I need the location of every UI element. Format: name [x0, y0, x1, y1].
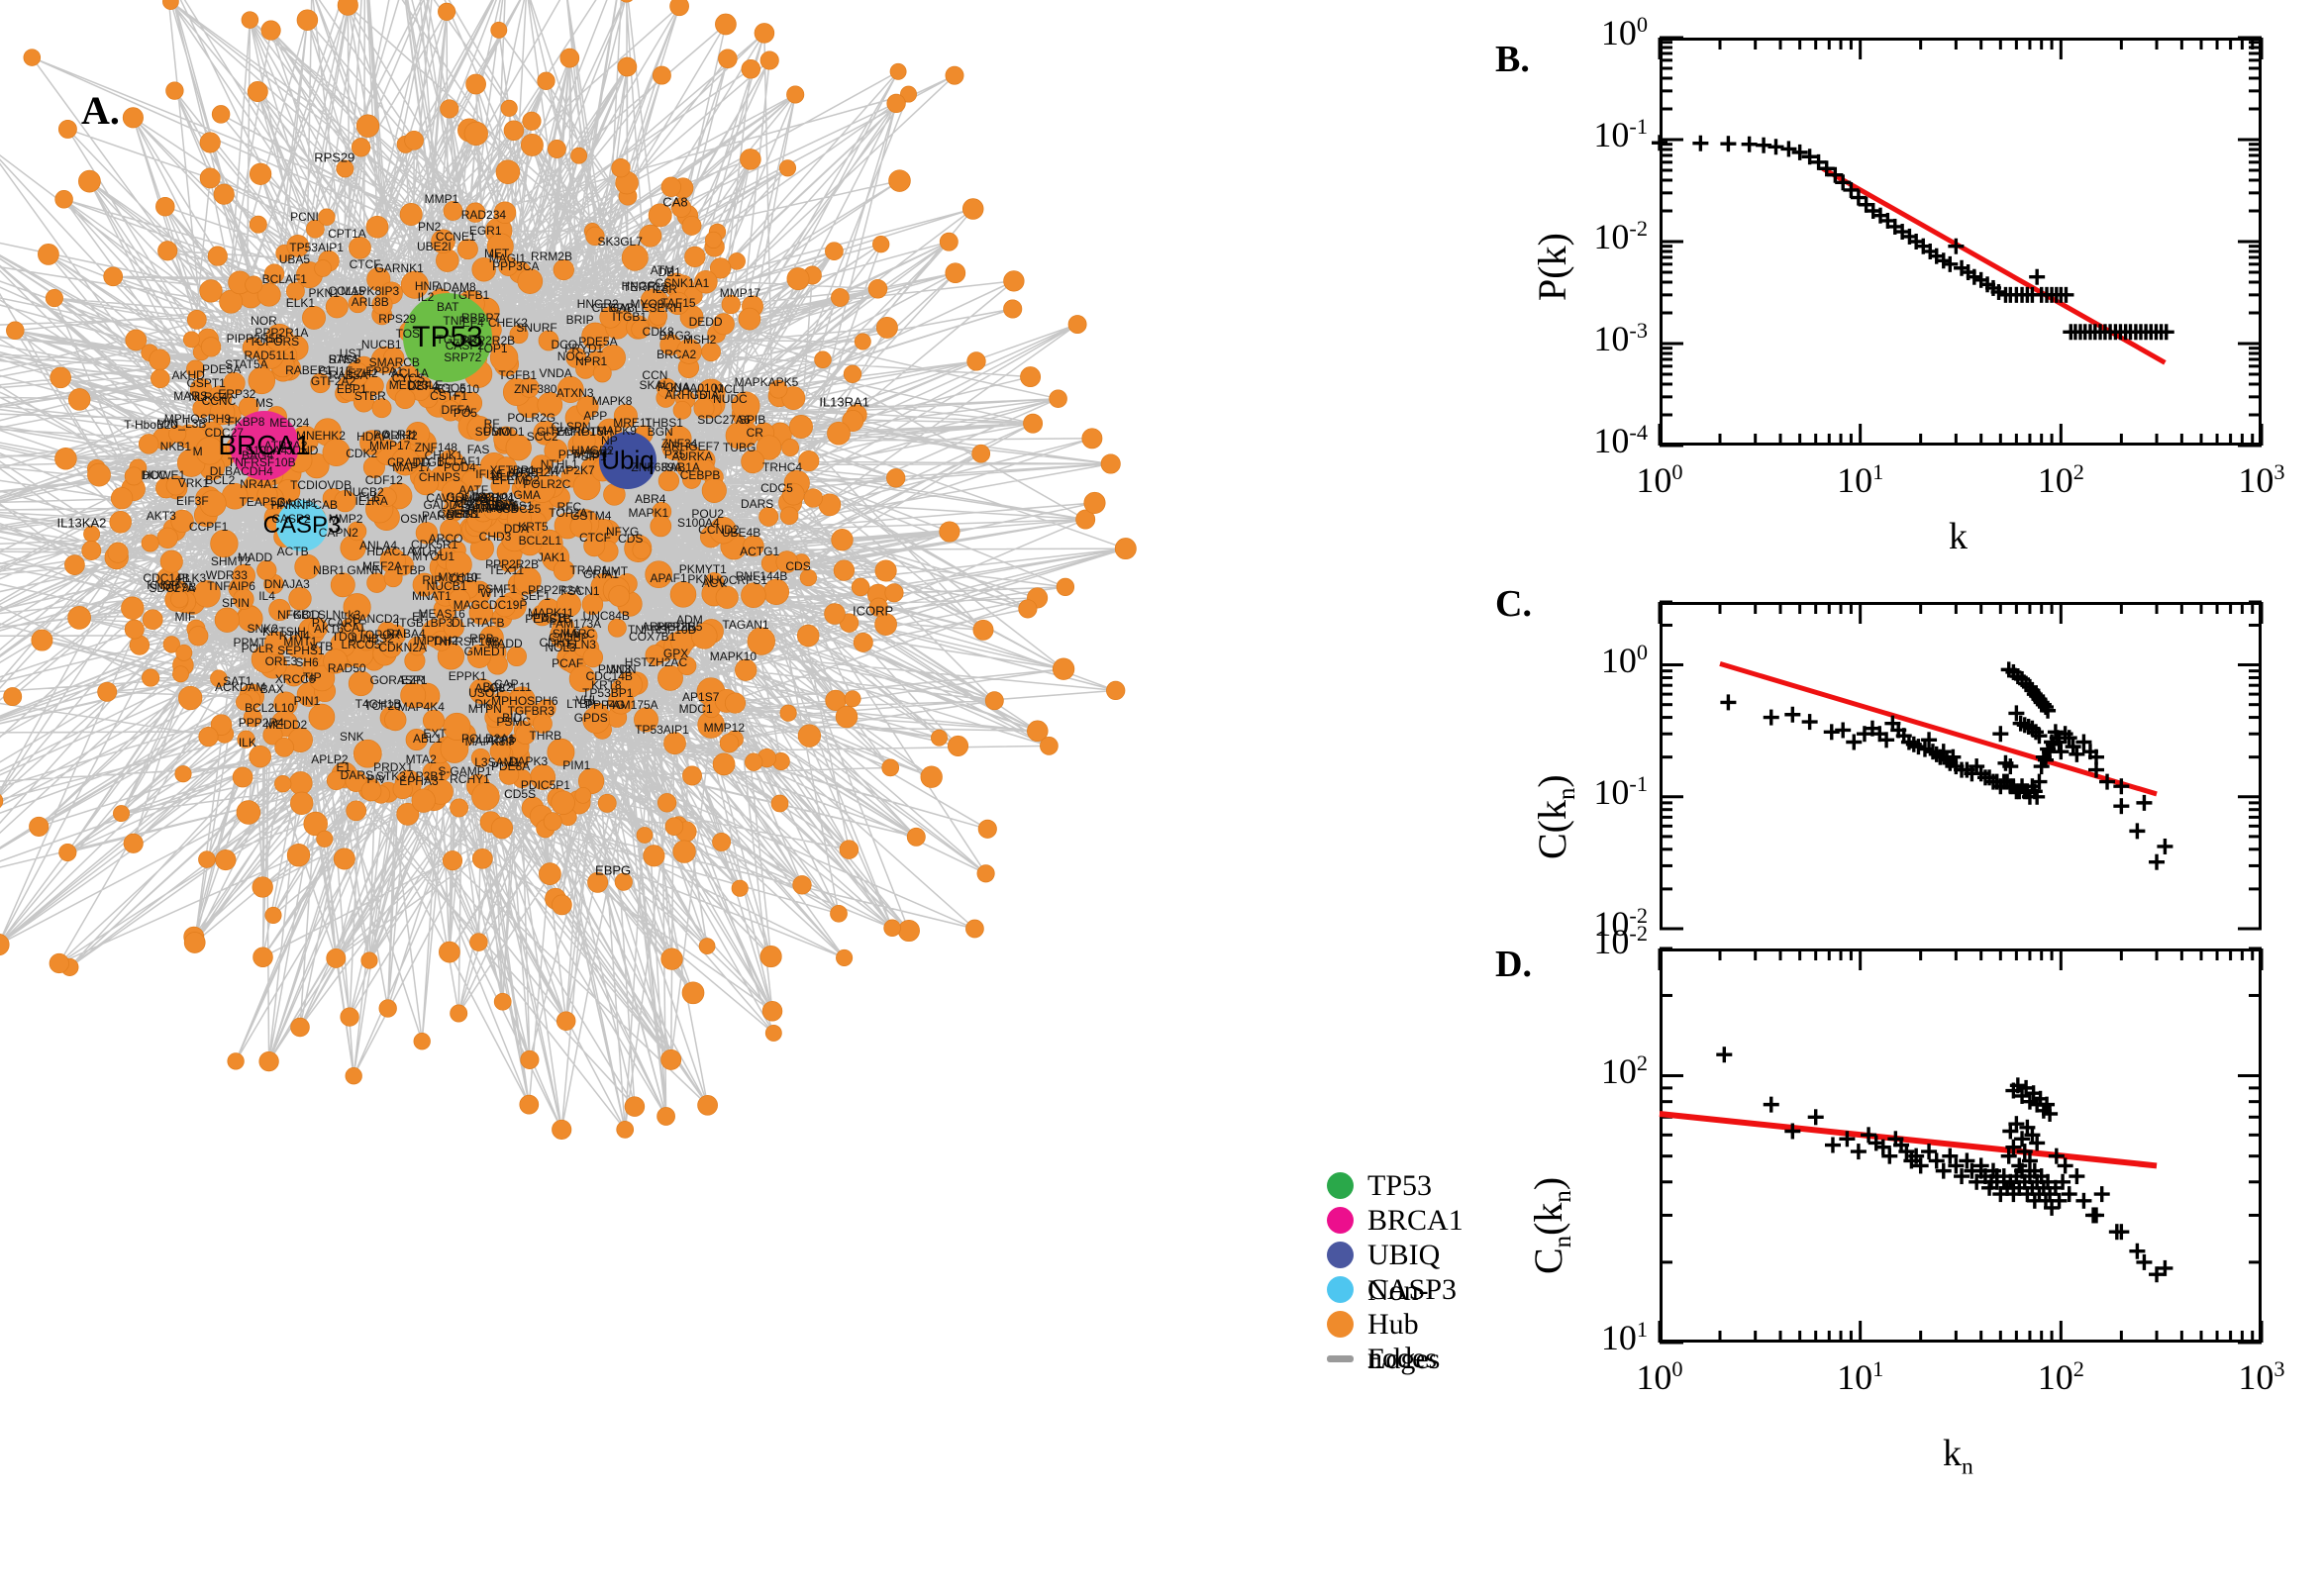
panel-b-xlabel: k — [1949, 516, 1968, 557]
hub-label-ubiq: Ubiq — [601, 445, 655, 475]
svgD-content — [1658, 947, 2264, 1345]
x-tick-label: 100 — [1636, 459, 1683, 500]
y-tick-label: 10-4 — [1593, 420, 1648, 460]
legend-row-nonhub: Non-Hub nodes — [1327, 1274, 1465, 1374]
network-hub-nodes — [230, 293, 656, 551]
legend-label: Non-Hub nodes — [1367, 1273, 1437, 1374]
panel-b-plot-area — [1652, 36, 2264, 448]
panel-c-plot-area — [1658, 600, 2264, 931]
legend-row-brca1: BRCA1 — [1327, 1203, 1465, 1238]
data-points — [1716, 1047, 2173, 1283]
legend-dot-brca1 — [1327, 1207, 1354, 1234]
axis-ticks — [1658, 600, 2264, 931]
hub-node-casp3 — [276, 500, 328, 551]
network-legend: TP53 BRCA1 UBIQ CASP3 Non-Hub nodes Edges — [1327, 1168, 1465, 1376]
panel-c-clustering: C. C(kn) 100 10-1 10-2 — [1465, 574, 2323, 970]
legend-row-tp53: TP53 — [1327, 1168, 1465, 1203]
data-points — [1652, 135, 2174, 341]
legend-row-ubiq: UBIQ — [1327, 1238, 1465, 1272]
network-graph — [0, 0, 1137, 1140]
panel-b-letter: B. — [1495, 39, 1530, 80]
panel-d-ylabel: Cn(kn) — [1526, 1176, 1576, 1274]
data-points — [1720, 661, 2173, 870]
legend-row-edges: Edges — [1327, 1342, 1465, 1376]
x-tick-label: 100 — [1636, 1356, 1683, 1397]
y-tick-label: 101 — [1600, 1317, 1648, 1357]
y-tick-label: 10-1 — [1593, 114, 1648, 154]
hub-label-brca1: BRCA1 — [218, 430, 311, 460]
legend-dot-tp53 — [1327, 1172, 1354, 1199]
y-tick-label: 10-3 — [1593, 318, 1648, 358]
legend-label: TP53 — [1367, 1168, 1433, 1202]
legend-label: CASP3 — [1367, 1272, 1458, 1306]
x-tick-label: 101 — [1837, 1356, 1884, 1397]
x-tick-label: 102 — [2037, 1356, 2084, 1397]
hub-label-tp53: TP53 — [412, 321, 483, 353]
y-tick-label: 100 — [1600, 639, 1648, 680]
hub-node-brca1 — [230, 411, 299, 480]
y-tick-label: 102 — [1600, 1049, 1648, 1091]
y-tick-label-top: 10-2 — [1593, 921, 1648, 961]
y-tick-label: 10-2 — [1593, 903, 1648, 944]
panel-d-neighbour-degree: D. Cn(kn) kn 102 101 100 101 102 103 10-2 — [1465, 901, 2323, 1596]
legend-row-casp3: CASP3 — [1327, 1272, 1465, 1307]
legend-dot-nonhub — [1327, 1311, 1354, 1338]
y-tick-label: 100 — [1600, 12, 1648, 52]
legend-label: UBIQ — [1367, 1238, 1441, 1271]
panel-d-letter: D. — [1495, 944, 1532, 985]
x-tick-label: 101 — [1837, 459, 1884, 500]
panel-a-letter: A. — [81, 88, 120, 133]
axis-ticks — [1658, 36, 2264, 448]
svgB-content — [1652, 36, 2264, 448]
legend-line-edges — [1327, 1355, 1354, 1362]
x-tick-label: 103 — [2238, 459, 2285, 500]
y-tick-label: 10-2 — [1593, 216, 1648, 256]
panel-d-plot-area — [1658, 947, 2264, 1345]
fit-line — [1659, 1111, 2158, 1169]
svgC-content — [1658, 600, 2264, 931]
x-tick-label: 103 — [2238, 1356, 2285, 1397]
legend-label: Edges — [1367, 1342, 1441, 1375]
panel-d-xlabel: kn — [1943, 1433, 1973, 1480]
legend-dot-casp3 — [1327, 1276, 1354, 1303]
panel-b-degree-distribution: B. P(k) k 100 10-1 10-2 10-3 10-4 100 101 102 10… — [1465, 0, 2323, 579]
hub-node-tp53 — [403, 293, 492, 382]
legend-label: BRCA1 — [1367, 1203, 1464, 1237]
legend-dot-ubiq — [1327, 1242, 1354, 1268]
panel-a-network: A. CDC14B THAP9 KIAA0101 NBR1 NLRP2 MAGI1 MDC1… — [0, 0, 1465, 1376]
y-tick-label: 10-1 — [1593, 770, 1648, 812]
hub-node-ubiq — [599, 432, 656, 489]
fit-line — [1719, 661, 2158, 797]
x-tick-label: 102 — [2037, 459, 2084, 500]
panel-c-letter: C. — [1495, 583, 1532, 625]
hub-label-casp3: CASP3 — [262, 512, 342, 539]
axis-ticks — [1658, 947, 2264, 1345]
